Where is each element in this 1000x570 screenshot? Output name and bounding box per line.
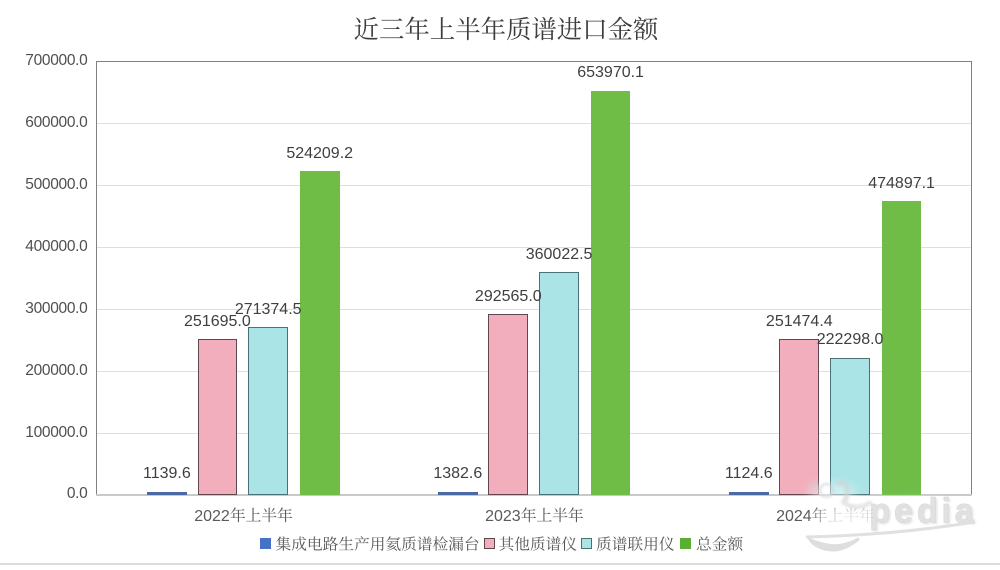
svg-text:2023: 2023 bbox=[485, 508, 521, 525]
svg-text:2024: 2024 bbox=[776, 508, 812, 525]
svg-text:2022: 2022 bbox=[194, 508, 230, 525]
